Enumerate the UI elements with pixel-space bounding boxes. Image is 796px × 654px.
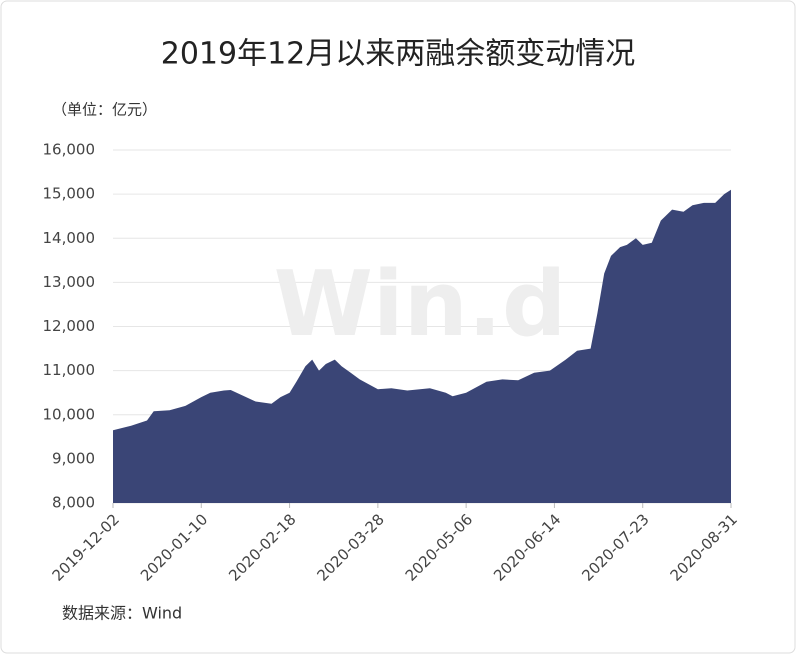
- area: [113, 189, 731, 503]
- y-tick-label: 11,000: [43, 361, 96, 379]
- y-tick-label: 15,000: [43, 185, 96, 203]
- y-tick-label: 13,000: [43, 273, 96, 291]
- y-tick-label: 9,000: [52, 449, 95, 467]
- chart-title: 2019年12月以来两融余额变动情况: [161, 37, 636, 72]
- y-tick-label: 10,000: [43, 405, 96, 423]
- y-tick-label: 16,000: [43, 141, 96, 159]
- y-tick-label: 14,000: [43, 229, 96, 247]
- y-tick-label: 8,000: [52, 494, 95, 512]
- unit-label: （单位：亿元）: [52, 101, 157, 119]
- y-tick-label: 12,000: [43, 317, 96, 335]
- watermark: Win.d: [274, 252, 567, 357]
- source-note: 数据来源：Wind: [62, 604, 182, 623]
